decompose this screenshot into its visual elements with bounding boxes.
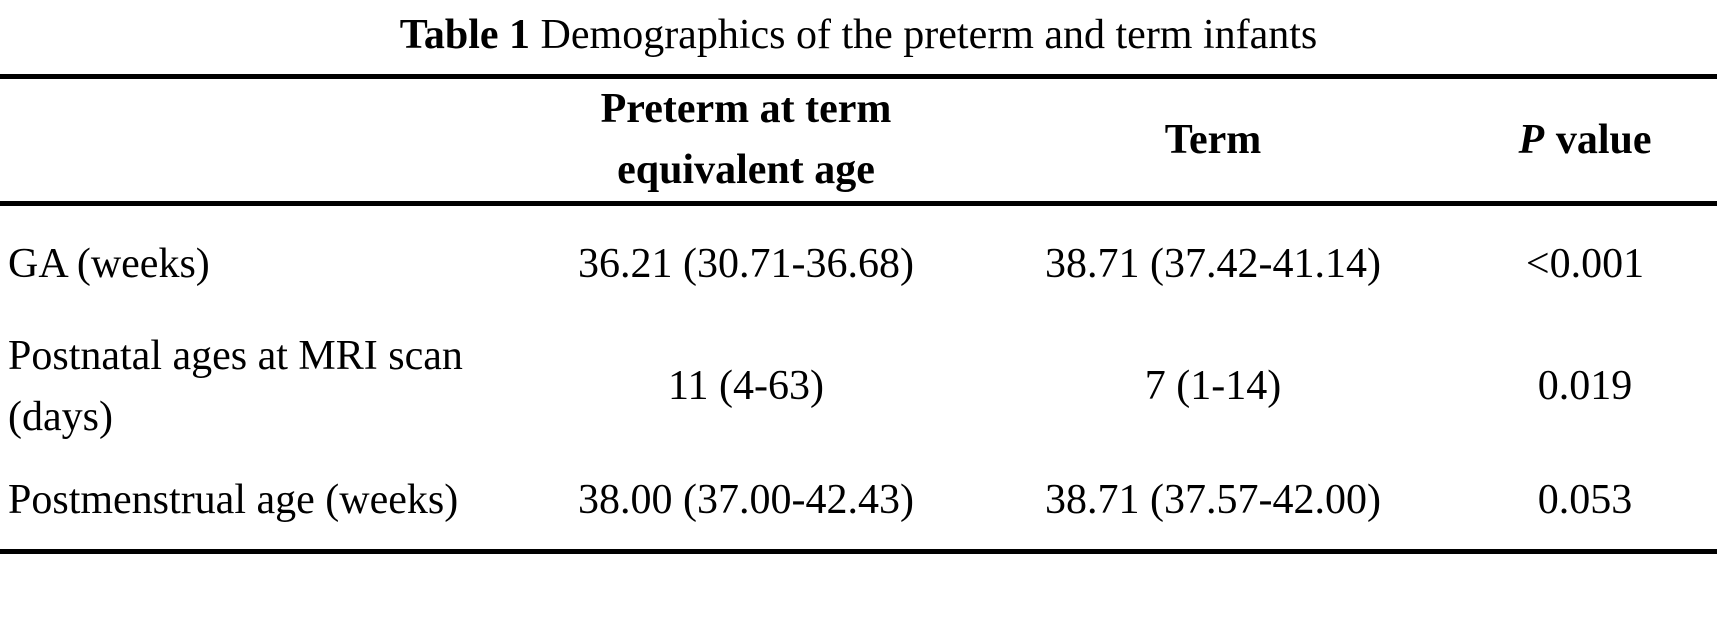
header-preterm-cell: Preterm at term equivalent age [519, 76, 973, 207]
term-value: 7 (1-14) [1144, 363, 1282, 410]
preterm-value: 38.00 (37.00-42.43) [578, 477, 914, 524]
table-caption-label: Table 1 [399, 12, 531, 58]
p-value: 0.053 [1537, 477, 1633, 524]
header-preterm-line2: equivalent age [617, 147, 875, 194]
preterm-value: 11 (4-63) [668, 363, 824, 410]
row-label: Postmenstrual age (weeks) [8, 477, 459, 524]
table-row-postnatal-age: Postnatal ages at MRI scan (days) 11 (4-… [0, 322, 1717, 452]
header-stub-cell [0, 76, 519, 207]
row-label: GA (weeks) [8, 240, 210, 287]
p-value: <0.001 [1525, 240, 1645, 287]
p-value: 0.019 [1537, 363, 1633, 410]
table-caption: Table 1 Demographics of the preterm and … [0, 0, 1717, 60]
table-row-ga: GA (weeks) 36.21 (30.71-36.68) 38.71 (37… [0, 204, 1717, 322]
table-row-postmenstrual-age: Postmenstrual age (weeks) 38.00 (37.00-4… [0, 452, 1717, 552]
preterm-value: 36.21 (30.71-36.68) [578, 240, 914, 287]
table-caption-text: Demographics of the preterm and term inf… [540, 12, 1318, 58]
header-term-cell: Term [973, 76, 1453, 207]
header-preterm-line1: Preterm at term [600, 86, 892, 133]
header-pvalue-symbol: P [1518, 117, 1545, 164]
row-label-line1: Postnatal ages at MRI scan [8, 332, 463, 379]
term-value: 38.71 (37.57-42.00) [1045, 477, 1381, 524]
row-label: Postnatal ages at MRI scan (days) [0, 322, 519, 452]
row-label-line2: (days) [8, 393, 113, 440]
term-value: 38.71 (37.42-41.14) [1045, 240, 1381, 287]
header-pvalue-word: value [1555, 117, 1652, 164]
